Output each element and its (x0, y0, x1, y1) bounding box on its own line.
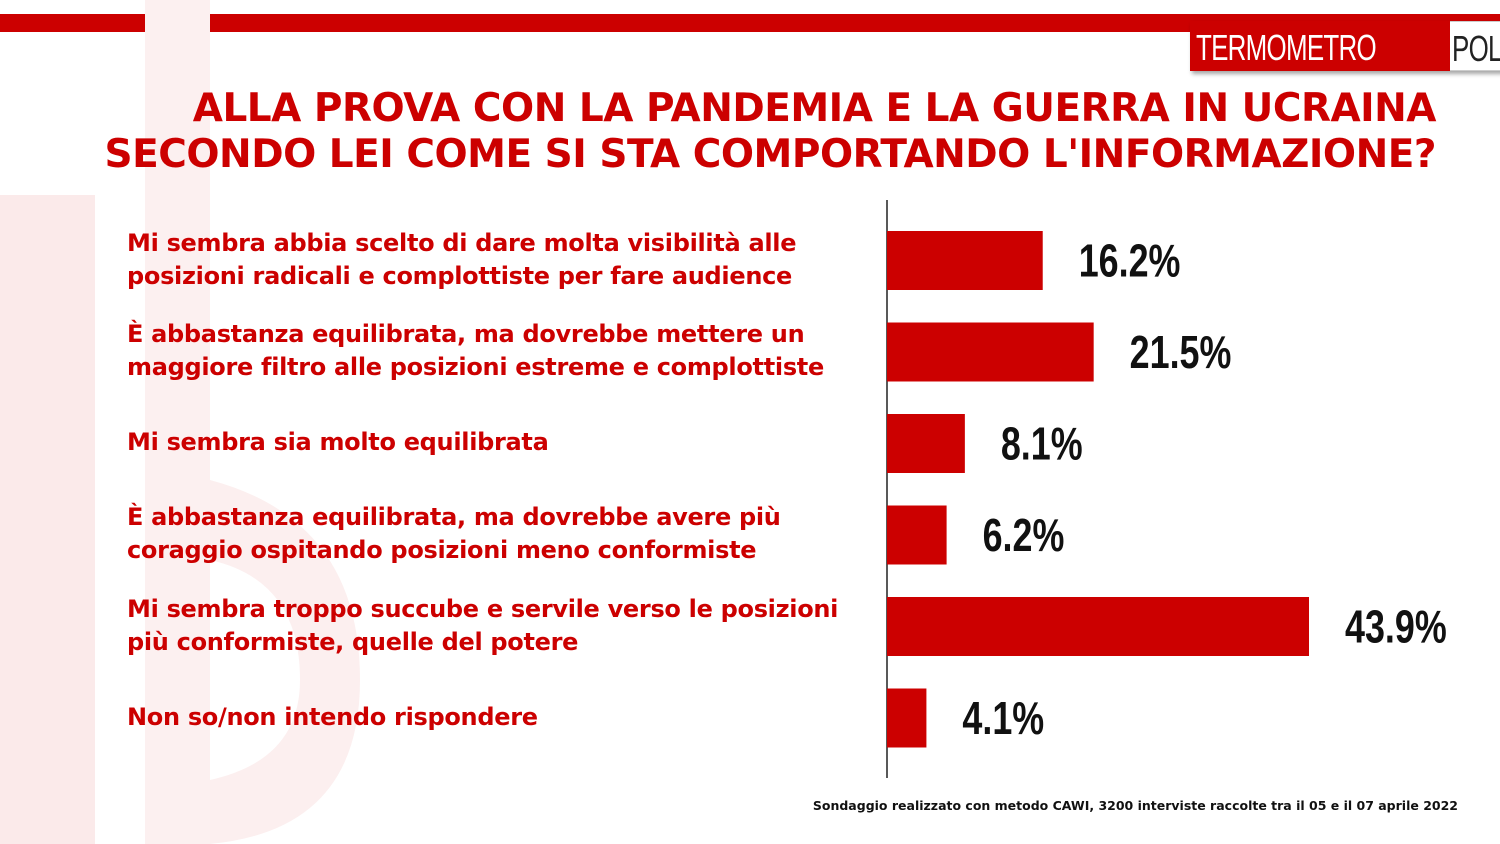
value-label-2: 8.1% (1001, 418, 1083, 469)
category-label-4: Mi sembra troppo succube e servile verso… (127, 594, 839, 656)
bar-2 (887, 414, 965, 473)
bar-5 (887, 688, 927, 748)
chart-title: ALLA PROVA CON LA PANDEMIA E LA GUERRA I… (104, 86, 1437, 178)
category-label-2: Mi sembra sia molto equilibrata (127, 428, 549, 456)
category-label-5: Non so/non intendo rispondere (127, 702, 538, 731)
value-label-4: 43.9% (1345, 601, 1447, 652)
chart-title-line-1: ALLA PROVA CON LA PANDEMIA E LA GUERRA I… (192, 86, 1437, 131)
category-label-0: Mi sembra abbia scelto di dare molta vis… (127, 228, 797, 290)
value-label-0: 16.2% (1079, 235, 1181, 286)
chart-title-line-2: SECONDO LEI COME SI STA COMPORTANDO L'IN… (104, 132, 1437, 177)
survey-footnote: Sondaggio realizzato con metodo CAWI, 32… (812, 798, 1458, 813)
bar-0 (887, 231, 1043, 290)
category-label-1: È abbastanza equilibrata, ma dovrebbe me… (127, 320, 824, 381)
bar-1 (887, 322, 1094, 382)
value-label-1: 21.5% (1130, 327, 1232, 378)
value-label-3: 6.2% (983, 510, 1065, 561)
value-label-5: 4.1% (962, 693, 1044, 744)
top-accent-bar (0, 14, 1500, 32)
termometro-politico-logo: TERMOMETRO POLITICO (1190, 21, 1500, 71)
bar-3 (887, 505, 947, 565)
bar-4 (887, 597, 1309, 656)
category-label-3: È abbastanza equilibrata, ma dovrebbe av… (127, 503, 781, 564)
